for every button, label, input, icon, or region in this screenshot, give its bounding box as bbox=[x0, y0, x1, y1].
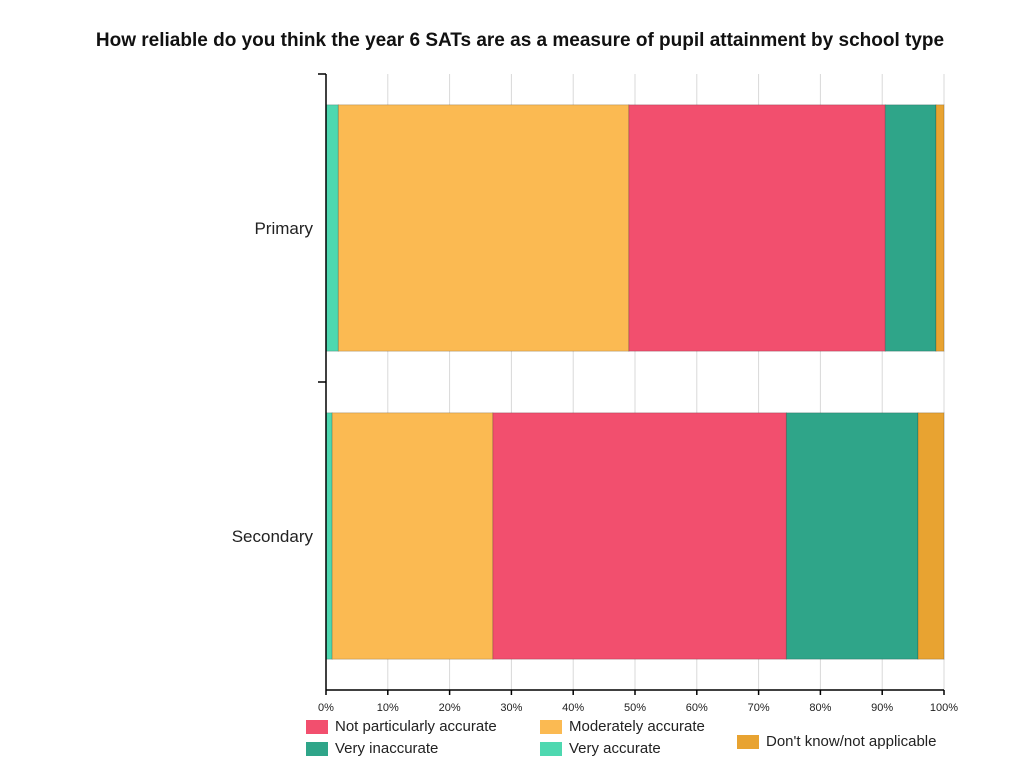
legend-item-dont-know: Don't know/not applicable bbox=[737, 733, 936, 750]
category-label: Primary bbox=[254, 219, 313, 238]
x-tick-label: 50% bbox=[624, 702, 646, 714]
bar-segment-moderately-accurate bbox=[337, 104, 630, 352]
legend-item-not-particularly-accurate: Not particularly accurate bbox=[306, 718, 497, 735]
bars bbox=[325, 104, 945, 660]
legend-swatch bbox=[540, 741, 562, 756]
legend-label: Very accurate bbox=[569, 740, 661, 757]
bar-segment-not-particularly-accurate bbox=[628, 104, 886, 352]
legend-swatch bbox=[306, 741, 328, 756]
axes: 0% 10% 20% 30% 40% 50% 60% 70% 80% 90% 100% Primary… bbox=[232, 73, 958, 714]
legend-item-very-inaccurate: Very inaccurate bbox=[306, 740, 438, 757]
category-label: Secondary bbox=[232, 527, 314, 546]
bar-segment-not-particularly-accurate bbox=[492, 412, 787, 660]
legend-label: Not particularly accurate bbox=[335, 718, 497, 735]
bar-segment-very-accurate bbox=[325, 412, 333, 660]
legend-swatch bbox=[737, 734, 759, 749]
x-tick-label: 80% bbox=[809, 702, 831, 714]
chart-title: How reliable do you think the year 6 SAT… bbox=[95, 30, 945, 51]
legend-swatch bbox=[306, 719, 328, 734]
legend-label: Very inaccurate bbox=[335, 740, 439, 757]
legend-label: Moderately accurate bbox=[569, 718, 705, 735]
x-tick-label: 30% bbox=[500, 702, 522, 714]
legend-item-moderately-accurate: Moderately accurate bbox=[540, 718, 705, 735]
legend-label: Don't know/not applicable bbox=[766, 733, 937, 750]
x-tick-label: 20% bbox=[439, 702, 461, 714]
x-tick-label: 60% bbox=[686, 702, 708, 714]
legend-item-very-accurate: Very accurate bbox=[540, 740, 661, 757]
bar-segment-don-t-know-not-applicable bbox=[917, 412, 945, 660]
x-tick-label: 10% bbox=[377, 702, 399, 714]
bar-segment-moderately-accurate bbox=[331, 412, 494, 660]
bar-segment-very-inaccurate bbox=[785, 412, 919, 660]
bar-segment-very-accurate bbox=[325, 104, 339, 352]
x-tick-label: 100% bbox=[930, 702, 958, 714]
legend-swatch bbox=[540, 719, 562, 734]
x-tick-label: 0% bbox=[318, 702, 334, 714]
x-tick-label: 70% bbox=[748, 702, 770, 714]
x-tick-label: 90% bbox=[871, 702, 893, 714]
bar-segment-very-inaccurate bbox=[884, 104, 937, 352]
bar-segment-don-t-know-not-applicable bbox=[935, 104, 945, 352]
x-tick-label: 40% bbox=[562, 702, 584, 714]
